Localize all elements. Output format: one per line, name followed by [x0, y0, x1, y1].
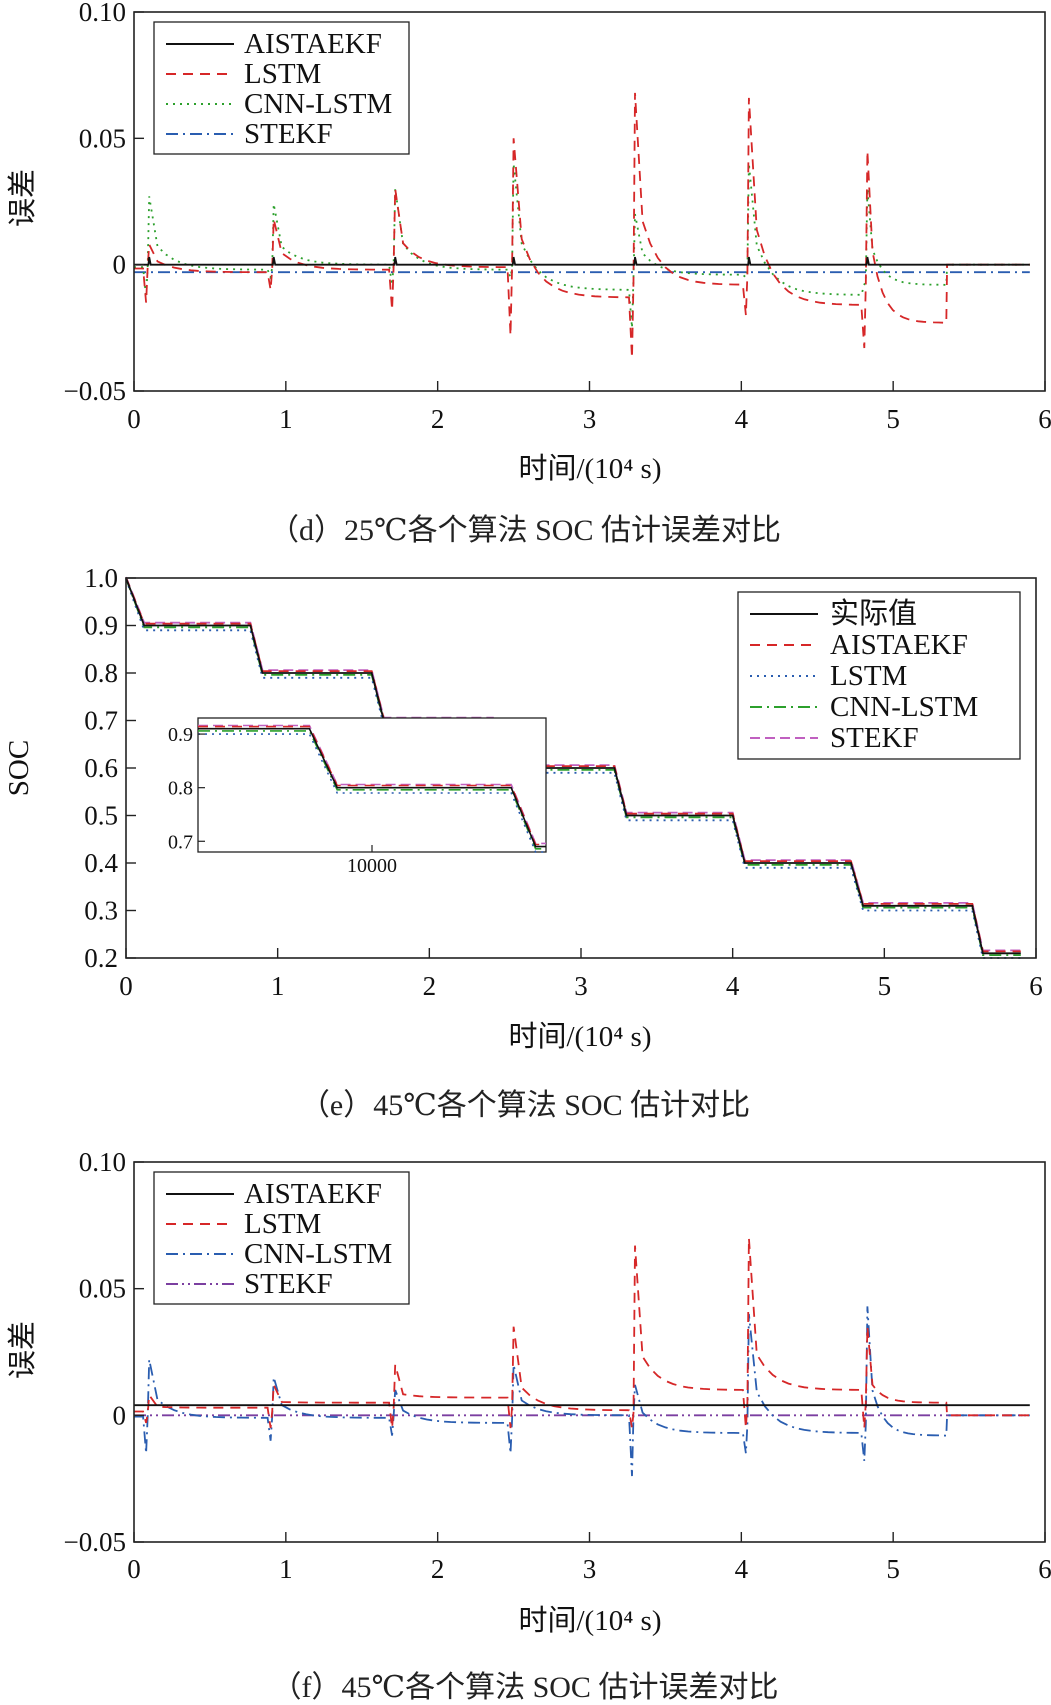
y-tick-label: 0: [113, 1400, 127, 1430]
y-tick-label: 0.8: [84, 658, 118, 688]
x-tick-label: 2: [431, 1554, 445, 1584]
panel-d-ylabel: 误差: [6, 169, 39, 227]
inset-series-cnn-lstm: [198, 730, 546, 850]
x-tick-label: 1: [271, 971, 285, 1001]
panel-d-series: [134, 92, 1030, 359]
x-tick-label: 0: [119, 971, 133, 1001]
x-tick-label: 3: [583, 1554, 597, 1584]
panel-e-series: [125, 576, 1021, 959]
panel-d-caption: （d）25℃各个算法 SOC 估计误差对比: [269, 514, 781, 547]
legend-label-stekf: STEKF: [244, 1268, 333, 1300]
x-tick-label: 5: [886, 1554, 900, 1584]
y-tick-label: 0.6: [84, 753, 118, 783]
x-tick-label: 1: [279, 1554, 293, 1584]
series-line-lstm: [134, 1237, 1030, 1429]
y-tick-label: 1.0: [84, 563, 118, 593]
panel-f-xlabel: 时间/(10⁴ s): [518, 1604, 661, 1637]
legend-label-lstm: LSTM: [830, 660, 907, 692]
inset-y-tick-label: 0.8: [168, 778, 193, 800]
panel-d-axes: 0 1 2 3 4 5 60.100.050−0.05: [64, 0, 1051, 434]
y-tick-label: 0.05: [79, 1274, 126, 1304]
y-tick-label: 0.10: [79, 1147, 126, 1177]
x-tick-label: 4: [735, 1554, 749, 1584]
x-tick-label: 4: [726, 971, 740, 1001]
series-line-aistaekf: [134, 256, 1030, 266]
inset-series-stekf: [198, 724, 546, 845]
series-line-series: [125, 577, 1021, 955]
panel-f-error-45c: 0 1 2 3 4 5 60.100.050−0.05 误差 时间/(10⁴ s) AIST…: [6, 1147, 1051, 1704]
y-tick-label: 0.3: [84, 896, 118, 926]
legend-label-aistaekf: AISTAEKF: [244, 1178, 382, 1210]
legend-label-aistaekf: AISTAEKF: [830, 629, 968, 661]
inset-y-tick-label: 0.7: [168, 831, 193, 853]
x-tick-label: 3: [583, 404, 597, 434]
y-tick-label: 0.4: [84, 848, 118, 878]
y-tick-label: 0: [113, 250, 127, 280]
legend-label-cnn-lstm: CNN-LSTM: [244, 88, 392, 120]
x-tick-label: 6: [1029, 971, 1043, 1001]
x-tick-label: 0: [127, 404, 141, 434]
x-tick-label: 5: [878, 971, 892, 1001]
series-line-cnn-lstm: [134, 163, 1030, 328]
legend-label-cnn-lstm: CNN-LSTM: [244, 1238, 392, 1270]
y-tick-label: −0.05: [64, 376, 126, 406]
x-tick-label: 2: [423, 971, 437, 1001]
panel-f-axes: 0 1 2 3 4 5 60.100.050−0.05: [64, 1147, 1051, 1584]
series-line-cnn-lstm: [134, 1306, 1030, 1477]
x-tick-label: 1: [279, 404, 293, 434]
x-tick-label: 3: [574, 971, 588, 1001]
y-tick-label: 0.10: [79, 0, 126, 27]
panel-e-inset: 0.9 0.8 0.7 10000: [168, 717, 547, 877]
series-line-lstm: [134, 92, 1030, 359]
y-tick-label: 0.05: [79, 123, 126, 153]
panel-e-ylabel: SOC: [3, 740, 35, 796]
x-tick-label: 2: [431, 404, 445, 434]
y-tick-label: −0.05: [64, 1527, 126, 1557]
x-tick-label: 6: [1038, 404, 1051, 434]
inset-series-series: [198, 727, 546, 848]
y-tick-label: 0.2: [84, 943, 118, 973]
inset-series-aistaekf: [198, 725, 546, 846]
inset-y-tick-label: 0.9: [168, 724, 193, 746]
legend-label-cnn-lstm: CNN-LSTM: [830, 691, 978, 723]
legend-label-series: 实际值: [830, 597, 917, 630]
legend-label-aistaekf: AISTAEKF: [244, 28, 382, 60]
inset-series-lstm: [198, 733, 546, 853]
panel-d-xlabel: 时间/(10⁴ s): [518, 452, 661, 485]
panel-e-xlabel: 时间/(10⁴ s): [508, 1020, 651, 1053]
y-tick-label: 0.5: [84, 801, 118, 831]
legend-label-lstm: LSTM: [244, 1208, 321, 1240]
legend-label-lstm: LSTM: [244, 58, 321, 90]
panel-f-ylabel: 误差: [6, 1321, 39, 1379]
x-tick-label: 4: [735, 404, 749, 434]
panel-f-series: [134, 1237, 1030, 1477]
panel-d-error-25c: 0 1 2 3 4 5 60.100.050−0.05 误差 时间/(10⁴ s) AIST…: [6, 0, 1051, 547]
x-tick-label: 5: [886, 404, 900, 434]
panel-e-axes: 0 1 2 3 4 5 6 1.0 0.9 0.8 0.7 0.6 0.5 0.4 0.3 0.2: [84, 563, 1043, 1001]
inset-x-tick-label: 10000: [347, 855, 397, 877]
panel-e-caption: （e）45℃各个算法 SOC 估计对比: [300, 1089, 750, 1122]
legend-label-stekf: STEKF: [244, 118, 333, 150]
y-tick-label: 0.9: [84, 611, 118, 641]
panel-e-soc-45c: 0 1 2 3 4 5 6 1.0 0.9 0.8 0.7 0.6 0.5 0.4 0.3 0.2 SOC 时…: [3, 563, 1043, 1122]
x-tick-label: 6: [1038, 1554, 1051, 1584]
panel-f-caption: （f）45℃各个算法 SOC 估计误差对比: [272, 1671, 779, 1704]
y-tick-label: 0.7: [84, 706, 118, 736]
legend-label-stekf: STEKF: [830, 722, 919, 754]
x-tick-label: 0: [127, 1554, 141, 1584]
